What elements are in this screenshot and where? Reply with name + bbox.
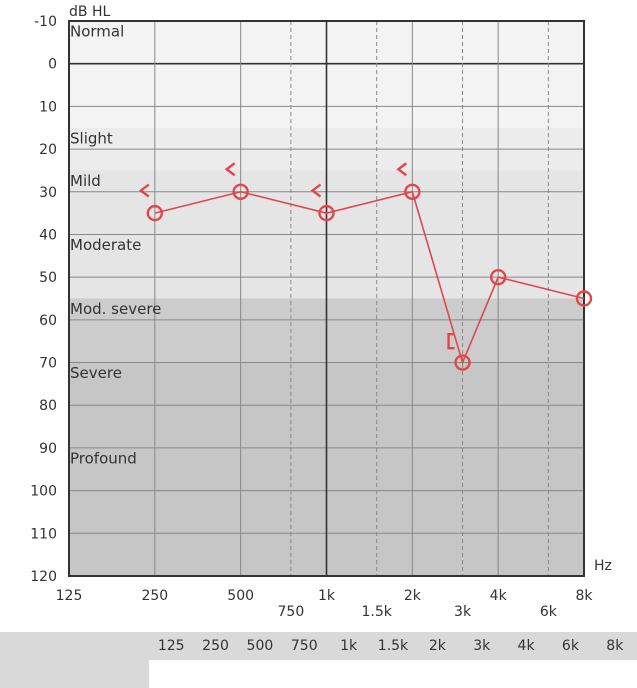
table-column-header: 4k — [503, 632, 549, 660]
grid-lines — [68, 20, 585, 577]
table-column-header: 125 — [149, 632, 194, 660]
table-column-header: 1k — [326, 632, 371, 660]
x-tick-label: 250 — [141, 588, 168, 604]
y-tick-label: 10 — [39, 99, 57, 115]
x-tick-label-minor: 750 — [278, 604, 305, 620]
y-tick-label: 60 — [39, 313, 57, 329]
series-layer — [146, 183, 593, 371]
x-tick-label: 500 — [227, 588, 254, 604]
table-cell — [237, 660, 283, 688]
table-column-header: 750 — [282, 632, 327, 660]
masked-marker — [310, 183, 322, 198]
data-point — [318, 204, 335, 222]
masked-marker — [396, 162, 408, 177]
threshold-table: 125 250 500 750 1k 1.5k 2k 3k 4k 6k 8k — [0, 632, 637, 688]
y-tick-label: 80 — [39, 398, 57, 414]
x-tick-label: 2k — [404, 588, 422, 604]
table-header-row: 125 250 500 750 1k 1.5k 2k 3k 4k 6k 8k — [0, 632, 637, 660]
table-cell — [548, 660, 593, 688]
table-column-header: 500 — [237, 632, 283, 660]
y-tick-label: 40 — [39, 227, 57, 243]
table-cell — [415, 660, 460, 688]
marker-layer — [138, 162, 455, 350]
zone-label: Normal — [70, 23, 124, 41]
y-tick-label: 30 — [39, 185, 57, 201]
y-tick-label: 120 — [30, 569, 57, 585]
table-cell — [193, 660, 238, 688]
zone-label: Profound — [70, 450, 137, 468]
x-tick-label-minor: 1.5k — [362, 604, 393, 620]
zone-label: Severe — [70, 364, 122, 382]
table-cell — [592, 660, 637, 688]
y-tick-label: 90 — [39, 441, 57, 457]
zone-label: Mild — [70, 172, 101, 190]
y-tick-label: 50 — [39, 270, 57, 286]
zone-label: Mod. severe — [70, 300, 161, 318]
table-column-header: 3k — [459, 632, 504, 660]
x-tick-label: 1k — [318, 588, 336, 604]
table-row-label — [0, 660, 149, 688]
bone-marker — [447, 332, 455, 350]
masked-marker — [224, 162, 236, 177]
table-cell — [503, 660, 549, 688]
y-tick-label: 0 — [48, 57, 57, 73]
table-cell — [326, 660, 371, 688]
data-point — [404, 183, 421, 200]
table-column-header: 1.5k — [370, 632, 416, 660]
table-column-header: 250 — [193, 632, 238, 660]
y-tick-label: 100 — [30, 484, 57, 500]
table-cell — [149, 660, 194, 688]
table-cell — [459, 660, 504, 688]
x-tick-label: 4k — [490, 588, 508, 604]
table-column-header: 6k — [548, 632, 593, 660]
y-axis-label: dB HL — [69, 4, 110, 20]
x-tick-label-minor: 6k — [540, 604, 558, 620]
series-line — [154, 190, 585, 365]
table-corner-cell — [0, 632, 149, 660]
data-point — [146, 204, 164, 222]
x-tick-label: 125 — [56, 588, 83, 604]
masked-marker — [138, 183, 150, 198]
zone-label: Moderate — [70, 236, 141, 254]
y-tick-labels: -10 0 10 20 30 40 50 60 70 80 90 100 110 120 — [30, 14, 57, 585]
y-tick-label: 20 — [39, 142, 57, 158]
data-point — [575, 290, 593, 307]
zone-labels: Normal Slight Mild Moderate Mod. severe Sever… — [70, 23, 161, 468]
y-tick-label: 110 — [30, 526, 57, 542]
table-column-header: 2k — [415, 632, 460, 660]
y-tick-label: -10 — [34, 14, 57, 30]
table-cell — [282, 660, 327, 688]
x-tick-label-minor: 3k — [454, 604, 472, 620]
data-point — [232, 183, 249, 200]
y-tick-label: 70 — [39, 356, 57, 372]
data-point — [454, 354, 471, 371]
zone-label: Slight — [70, 129, 113, 147]
table-cell — [370, 660, 416, 688]
x-axis-label: Hz — [594, 558, 612, 574]
table-column-header: 8k — [592, 632, 637, 660]
x-tick-label: 8k — [575, 588, 593, 604]
x-tick-labels: 125 250 500 1k 2k 4k 8k 750 1.5k 3k 6k — [56, 588, 594, 620]
table-row — [0, 660, 637, 688]
audiogram-chart: Normal Slight Mild Moderate Mod. severe Sever… — [30, 4, 612, 620]
data-point — [489, 268, 507, 286]
